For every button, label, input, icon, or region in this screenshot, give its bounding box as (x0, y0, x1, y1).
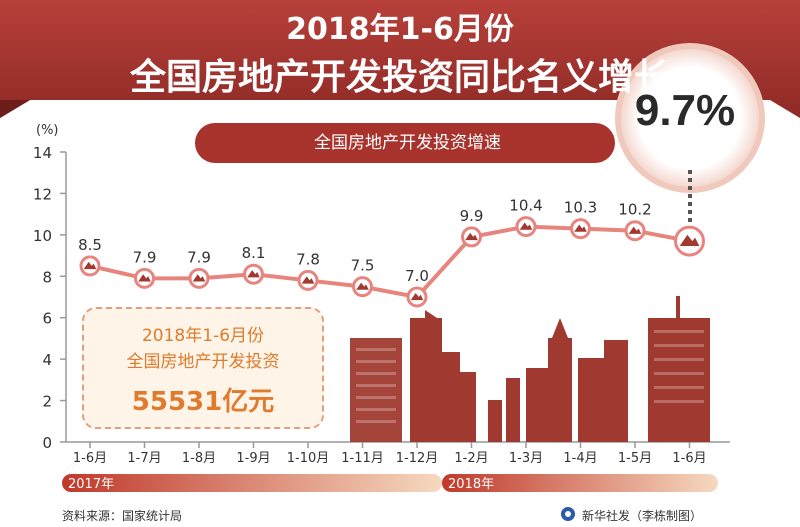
image-credit: 新华社发（李栋制图） (582, 509, 703, 523)
data-label: 7.5 (351, 257, 375, 275)
y-tick-label: 6 (42, 310, 52, 328)
investment-note-box: 2018年1-6月份 全国房地产开发投资 55531亿元 (82, 307, 324, 429)
x-tick-label: 1-11月 (341, 451, 384, 466)
data-point-mountain-icon (465, 232, 478, 241)
chart-title: 全国房地产开发投资增速 (314, 133, 501, 153)
year-bar-2018 (442, 474, 718, 492)
data-point-mountain-icon (247, 270, 260, 278)
data-label: 7.9 (133, 248, 157, 266)
data-label: 8.1 (242, 244, 266, 262)
xinhua-logo-icon (561, 507, 575, 521)
data-label: 10.3 (564, 199, 597, 217)
data-label: 7.8 (296, 250, 320, 268)
data-source: 资料来源：国家统计局 (62, 509, 183, 523)
x-tick-label: 1-2月 (454, 451, 488, 466)
data-label: 9.9 (460, 207, 484, 225)
year-bar-2017 (62, 474, 442, 492)
data-label: 10.2 (618, 201, 651, 219)
title-banner (0, 0, 800, 118)
x-tick-label: 1-10月 (287, 451, 330, 466)
data-point-mountain-icon (356, 282, 369, 290)
data-label: 7.9 (187, 248, 211, 266)
x-tick-label: 1-7月 (127, 451, 161, 466)
note-line1: 2018年1-6月份 (141, 326, 265, 346)
x-tick-label: 1-9月 (236, 451, 270, 466)
skyline-windows (356, 330, 704, 423)
data-point-mountain-icon (301, 276, 315, 284)
data-point-mountain-icon (138, 274, 151, 282)
note-line2: 全国房地产开发投资 (126, 352, 280, 372)
data-label: 8.5 (78, 236, 102, 254)
year-label-2017: 2017年 (68, 477, 114, 492)
y-tick-label: 10 (33, 227, 52, 245)
data-point-mountain-icon (410, 292, 424, 301)
y-tick-label: 12 (33, 185, 52, 203)
series-line (89, 224, 690, 300)
y-tick-label: 2 (42, 393, 52, 411)
chart-title-pill (195, 123, 615, 163)
x-tick-label: 1-3月 (509, 451, 543, 466)
y-tick-label: 4 (42, 351, 52, 369)
x-tick-label: 1-8月 (182, 451, 216, 466)
y-axis-unit: (%) (36, 123, 59, 138)
y-tick-label: 14 (33, 144, 52, 162)
city-skyline-illustration (350, 296, 710, 442)
data-point-mountain-icon (574, 224, 587, 232)
page-title-line1: 2018年1-6月份 (286, 12, 514, 47)
x-tick-label: 1-5月 (618, 451, 652, 466)
y-tick-label: 8 (42, 268, 52, 286)
year-label-2018: 2018年 (448, 477, 494, 492)
x-tick-label: 1-12月 (396, 451, 439, 466)
data-point-mountain-icon (519, 222, 533, 230)
data-point-mountain-icon (83, 261, 97, 270)
page-title-line2: 全国房地产开发投资同比名义增长 (129, 57, 670, 98)
x-tick-label: 1-6月 (672, 451, 706, 466)
data-label: 7.0 (405, 267, 429, 285)
y-tick-label: 0 (42, 434, 52, 452)
data-label: 10.4 (509, 197, 542, 215)
highlight-value: 9.7% (634, 86, 736, 135)
x-tick-label: 1-6月 (73, 451, 107, 466)
note-value: 55531亿元 (131, 387, 275, 417)
x-tick-label: 1-4月 (563, 451, 597, 466)
banner-ribbon-left (0, 100, 30, 118)
data-point-mountain-icon (628, 226, 642, 234)
data-point-mountain-icon (679, 234, 700, 246)
data-point-mountain-icon (192, 274, 206, 282)
